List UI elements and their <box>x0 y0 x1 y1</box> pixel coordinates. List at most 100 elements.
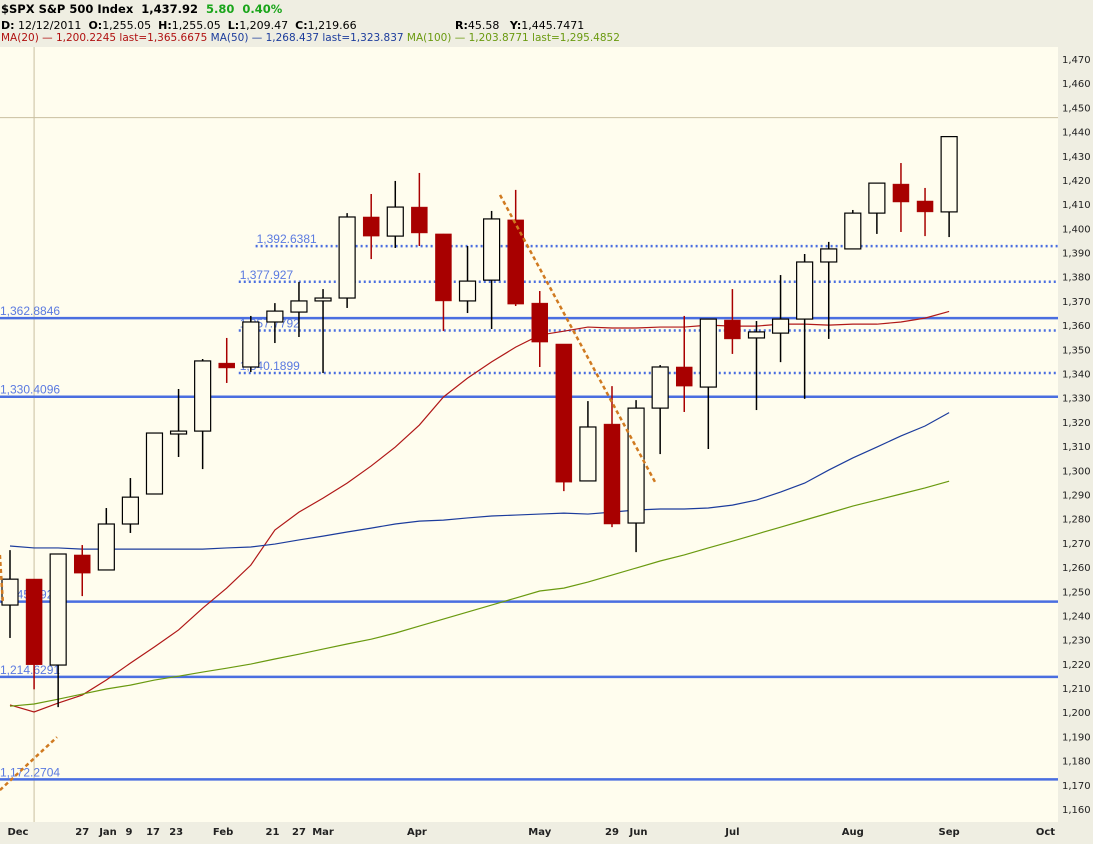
price-change: 5.80 <box>206 2 235 16</box>
ma50-line <box>9 412 950 550</box>
chart-header: $SPX S&P 500 Index 1,437.92 5.80 0.40% D… <box>0 0 1093 47</box>
candle-up <box>145 432 164 495</box>
x-axis-panel <box>0 822 1093 844</box>
level-label: 1,214.6291 <box>0 663 60 677</box>
cursor-readout: R:45.58 Y:1,445.7471 <box>455 19 584 32</box>
ma20-line <box>9 310 950 713</box>
date-label: D: <box>1 19 15 32</box>
x-tick-label: 27 <box>292 827 306 838</box>
close-value: 1,219.66 <box>307 19 357 32</box>
candle-up <box>868 182 886 214</box>
y-tick-label: 1,390 <box>1062 249 1091 260</box>
candle-up <box>940 136 958 213</box>
y-tick-label: 1,220 <box>1062 660 1091 671</box>
candle-down <box>411 206 428 234</box>
candle-up <box>747 331 766 339</box>
level-label: 1,172.2704 <box>0 765 60 779</box>
open-value: 1,255.05 <box>102 19 152 32</box>
x-tick-label: Feb <box>213 827 233 838</box>
candle-up <box>314 297 332 302</box>
candle-down <box>531 302 549 343</box>
last-price: 1,437.92 <box>141 2 199 16</box>
candle-up <box>266 310 284 323</box>
y-tick-label: 1,450 <box>1062 103 1091 114</box>
candle-up <box>121 496 140 525</box>
legend-ma50: MA(50) — 1,268.437 last=1,323.837 <box>210 32 404 44</box>
y-tick-label: 1,460 <box>1062 79 1091 90</box>
y-label: Y: <box>509 19 522 32</box>
y-tick-label: 1,360 <box>1062 321 1091 332</box>
ma-legend: MA(20) — 1,200.2245 last=1,365.6675 MA(5… <box>1 32 620 45</box>
x-tick-label: 17 <box>146 827 160 838</box>
title-row: $SPX S&P 500 Index 1,437.92 5.80 0.40% <box>1 3 282 16</box>
x-tick-label: 9 <box>125 827 132 838</box>
candle-up <box>651 366 669 409</box>
y-tick-label: 1,340 <box>1062 370 1091 381</box>
y-tick-label: 1,170 <box>1062 781 1091 792</box>
fibonacci-level-label: 1,392.6381 <box>257 232 317 246</box>
candle-down <box>724 319 741 340</box>
high-value: 1,255.05 <box>171 19 221 32</box>
y-tick-label: 1,350 <box>1062 345 1091 356</box>
y-tick-label: 1,250 <box>1062 587 1091 598</box>
r-label: R: <box>455 19 468 32</box>
candle-down <box>218 362 235 369</box>
candle-down <box>507 219 524 305</box>
level-label: 1,330.4096 <box>0 383 60 397</box>
candle-down <box>25 578 43 665</box>
x-tick-label: 29 <box>605 827 619 838</box>
candle-up <box>386 206 404 237</box>
y-tick-label: 1,260 <box>1062 563 1091 574</box>
candle-up <box>97 523 115 571</box>
x-tick-label: Sep <box>939 827 960 838</box>
candle-up <box>458 280 477 302</box>
candle-up <box>627 407 645 524</box>
y-tick-label: 1,380 <box>1062 273 1091 284</box>
candle-down <box>435 233 452 302</box>
ma100-line <box>9 480 950 707</box>
price-change-pct: 0.40% <box>242 2 283 16</box>
date-value: 12/12/2011 <box>18 19 82 32</box>
symbol-title: $SPX S&P 500 Index <box>1 2 134 16</box>
y-axis-panel <box>1058 47 1093 822</box>
candle-up <box>796 261 814 320</box>
candle-down <box>362 216 380 237</box>
close-label: C: <box>295 19 308 32</box>
candle-down <box>73 554 91 574</box>
y-tick-label: 1,230 <box>1062 636 1091 647</box>
y-tick-label: 1,190 <box>1062 732 1091 743</box>
candle-down <box>675 366 693 387</box>
open-label: O: <box>88 19 103 32</box>
candle-down <box>603 423 621 525</box>
candle-down <box>916 200 934 213</box>
candle-up <box>579 426 597 482</box>
y-tick-label: 1,240 <box>1062 611 1091 622</box>
candle-up <box>242 321 260 368</box>
candle-down <box>892 183 910 203</box>
y-tick-label: 1,430 <box>1062 152 1091 163</box>
candle-up <box>169 430 188 435</box>
x-tick-label: Jul <box>724 827 739 838</box>
trendline <box>498 194 657 483</box>
legend-ma20: MA(20) — 1,200.2245 last=1,365.6675 <box>1 32 208 44</box>
low-value: 1,209.47 <box>239 19 289 32</box>
y-tick-label: 1,300 <box>1062 466 1091 477</box>
y-tick-label: 1,210 <box>1062 684 1091 695</box>
candle-up <box>771 318 790 334</box>
y-tick-label: 1,320 <box>1062 418 1091 429</box>
candle-up <box>194 360 212 432</box>
trendline <box>0 736 58 792</box>
y-tick-label: 1,180 <box>1062 757 1091 768</box>
y-tick-label: 1,280 <box>1062 515 1091 526</box>
y-tick-label: 1,410 <box>1062 200 1091 211</box>
x-tick-label: 27 <box>75 827 89 838</box>
candle-up <box>290 300 308 313</box>
y-tick-label: 1,420 <box>1062 176 1091 187</box>
y-tick-label: 1,370 <box>1062 297 1091 308</box>
y-tick-label: 1,330 <box>1062 394 1091 405</box>
y-tick-label: 1,160 <box>1062 805 1091 816</box>
x-tick-label: Mar <box>312 827 334 838</box>
candle-up <box>338 216 356 299</box>
x-tick-label: Jun <box>629 827 648 838</box>
